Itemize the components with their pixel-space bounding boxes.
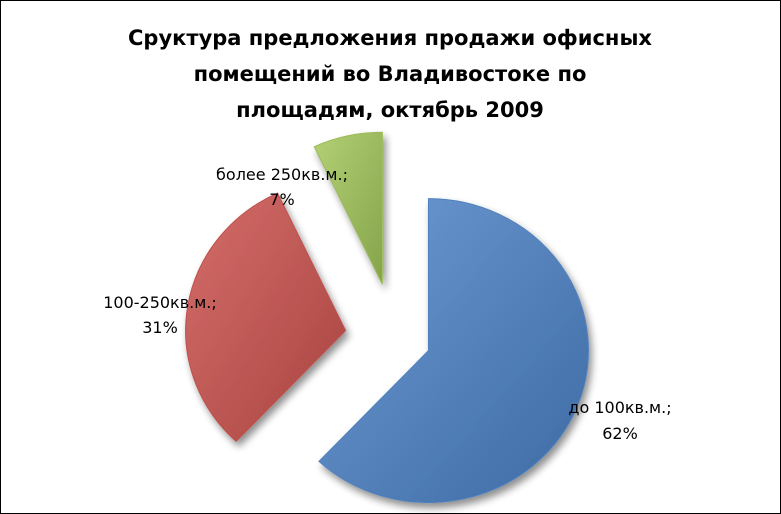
chart-title-line-1: Сруктура предложения продажи офисных [128, 26, 652, 50]
pie-slice-more-250 [313, 131, 383, 285]
slice-label-more-250: более 250кв.м.; [216, 165, 348, 184]
slice-percent-more-250: 7% [269, 190, 294, 209]
slice-percent-100-250: 31% [142, 318, 178, 337]
chart-title-line-3: площадям, октябрь 2009 [236, 98, 544, 122]
slice-label-100-250: 100-250кв.м.; [103, 293, 217, 312]
slice-label-upto-100: до 100кв.м.; [568, 398, 671, 417]
slice-percent-upto-100: 62% [602, 424, 638, 443]
chart-title-line-2: помещений во Владивостоке по [193, 62, 587, 86]
chart-title: Сруктура предложения продажи офисных пом… [60, 20, 720, 128]
pie-slice-upto-100 [318, 198, 589, 504]
pie-slice-100-250 [185, 192, 347, 443]
